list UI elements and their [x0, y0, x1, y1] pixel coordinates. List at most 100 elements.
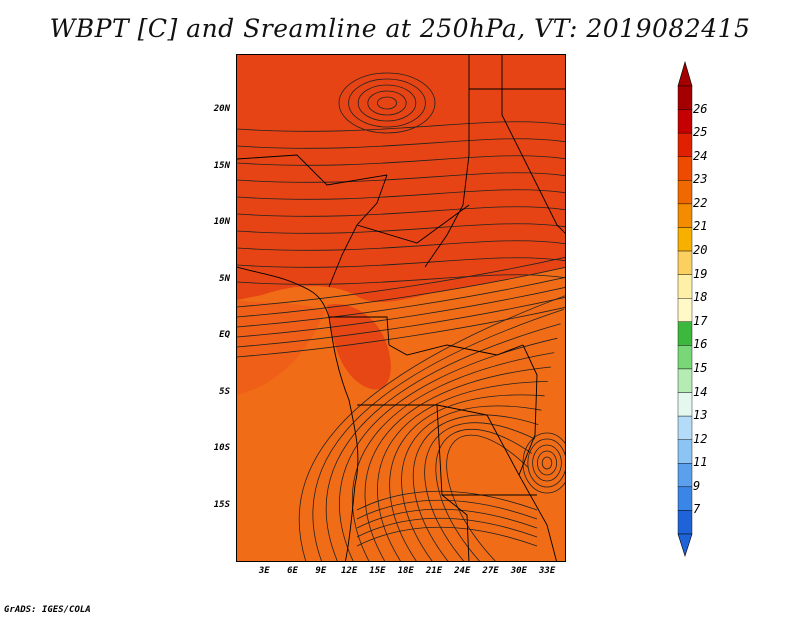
- colorbar-label-9: 9: [693, 478, 701, 493]
- streamline-gyre-east: [532, 444, 562, 482]
- streamline-25: [413, 414, 539, 561]
- lat-label-10n: 10N: [213, 217, 230, 228]
- streamline-31: [356, 508, 538, 529]
- lon-label-9e: 9E: [315, 566, 327, 576]
- streamline-gyre-east: [536, 450, 557, 476]
- colorbar-bin-7: [677, 250, 693, 275]
- streamline-6: [237, 223, 565, 234]
- lat-label-5n: 5N: [219, 273, 230, 284]
- streamline-gyre-north: [338, 72, 436, 134]
- field-warm-north: [237, 55, 565, 302]
- lat-label-15s: 15S: [213, 499, 230, 510]
- colorbar-bottom-arrow: [677, 533, 693, 557]
- colorbar-bin-13: [677, 392, 693, 417]
- colorbar-label-21: 21: [693, 219, 708, 234]
- colorbar-label-7: 7: [693, 502, 701, 517]
- colorbar-label-25: 25: [693, 125, 708, 140]
- streamline-10: [237, 257, 565, 308]
- lon-label-33e: 33E: [539, 566, 556, 576]
- lat-label-10s: 10S: [213, 443, 230, 454]
- grads-credit: GrADS: IGES/COLA: [4, 605, 91, 615]
- streamline-4: [237, 189, 565, 200]
- streamline-1: [237, 138, 565, 149]
- colorbar-label-26: 26: [693, 101, 708, 116]
- colorbar-bin-3: [677, 156, 693, 181]
- colorbar-label-15: 15: [693, 360, 708, 375]
- colorbar-label-16: 16: [693, 337, 708, 352]
- colorbar-bin-4: [677, 180, 693, 205]
- colorbar-bin-11: [677, 345, 693, 370]
- lon-label-3e: 3E: [258, 566, 270, 576]
- lat-label-eq: EQ: [219, 330, 230, 341]
- lon-label-27e: 27E: [482, 566, 499, 576]
- colorbar-label-11: 11: [693, 455, 708, 470]
- streamline-18: [325, 323, 561, 561]
- colorbar-bin-1: [677, 109, 693, 134]
- colorbar-bin-18: [677, 510, 693, 535]
- colorbar-bin-2: [677, 132, 693, 157]
- streamline-gyre-north: [357, 84, 417, 122]
- border-1: [424, 55, 470, 268]
- streamline-30: [356, 499, 538, 520]
- streamline-17: [312, 309, 564, 561]
- streamline-gyre-east: [522, 432, 565, 494]
- field-mid-atlantic: [237, 300, 325, 395]
- border-9: [518, 344, 557, 561]
- streamline-33: [356, 526, 538, 547]
- colorbar-bin-6: [677, 227, 693, 252]
- border-11: [237, 154, 388, 186]
- lon-label-15e: 15E: [369, 566, 386, 576]
- streamline-gyre-north: [348, 78, 426, 128]
- streamline-3: [237, 172, 565, 183]
- streamline-11: [237, 267, 565, 318]
- lon-label-21e: 21E: [425, 566, 443, 576]
- colorbar-bin-17: [677, 486, 693, 511]
- streamline-29: [356, 490, 538, 511]
- border-8: [501, 55, 565, 234]
- lon-label-18e: 18E: [397, 566, 414, 576]
- colorbar-label-14: 14: [693, 384, 708, 399]
- border-4: [356, 204, 470, 244]
- streamline-2: [237, 155, 565, 166]
- colorbar-label-12: 12: [693, 431, 708, 446]
- colorbar-bin-15: [677, 439, 693, 464]
- colorbar-label-22: 22: [693, 195, 708, 210]
- streamlines: [237, 72, 565, 561]
- streamline-19: [339, 337, 558, 561]
- colorbar-label-18: 18: [693, 290, 708, 305]
- border-12: [436, 404, 520, 476]
- colorbar-top-arrow: [677, 60, 693, 87]
- colorbar-label-19: 19: [693, 266, 708, 281]
- colorbar-label-24: 24: [693, 148, 708, 163]
- colorbar-bin-10: [677, 321, 693, 346]
- streamline-gyre-east: [541, 456, 553, 470]
- colorbar: [677, 60, 693, 557]
- lon-label-6e: 6E: [287, 566, 298, 576]
- streamline-7: [237, 240, 565, 251]
- colorbar-label-13: 13: [693, 408, 708, 423]
- streamline-gyre-east: [527, 438, 565, 488]
- streamline-gyre-north: [367, 90, 407, 116]
- streamline-5: [237, 206, 565, 217]
- lat-label-20n: 20N: [213, 104, 230, 115]
- lon-label-30e: 30E: [510, 566, 527, 576]
- streamline-32: [356, 517, 538, 538]
- streamline-12: [237, 277, 565, 328]
- streamline-26: [424, 422, 536, 561]
- lat-label-15n: 15N: [213, 160, 230, 171]
- lon-label-24e: 24E: [454, 566, 471, 576]
- streamline-9: [237, 274, 565, 285]
- colorbar-bin-14: [677, 415, 693, 440]
- chart-title: WBPT [C] and Sreamline at 250hPa, VT: 20…: [49, 14, 751, 43]
- lon-label-12e: 12E: [341, 566, 358, 576]
- border-10: [388, 344, 524, 356]
- streamline-24: [401, 405, 542, 561]
- streamline-20: [351, 352, 555, 561]
- colorbar-label-23: 23: [693, 172, 708, 187]
- colorbar-bin-5: [677, 203, 693, 228]
- colorbar-bin-12: [677, 368, 693, 393]
- streamline-13: [237, 287, 565, 338]
- map-svg: [237, 55, 565, 561]
- streamline-0: [237, 121, 565, 132]
- streamline-28: [446, 434, 529, 561]
